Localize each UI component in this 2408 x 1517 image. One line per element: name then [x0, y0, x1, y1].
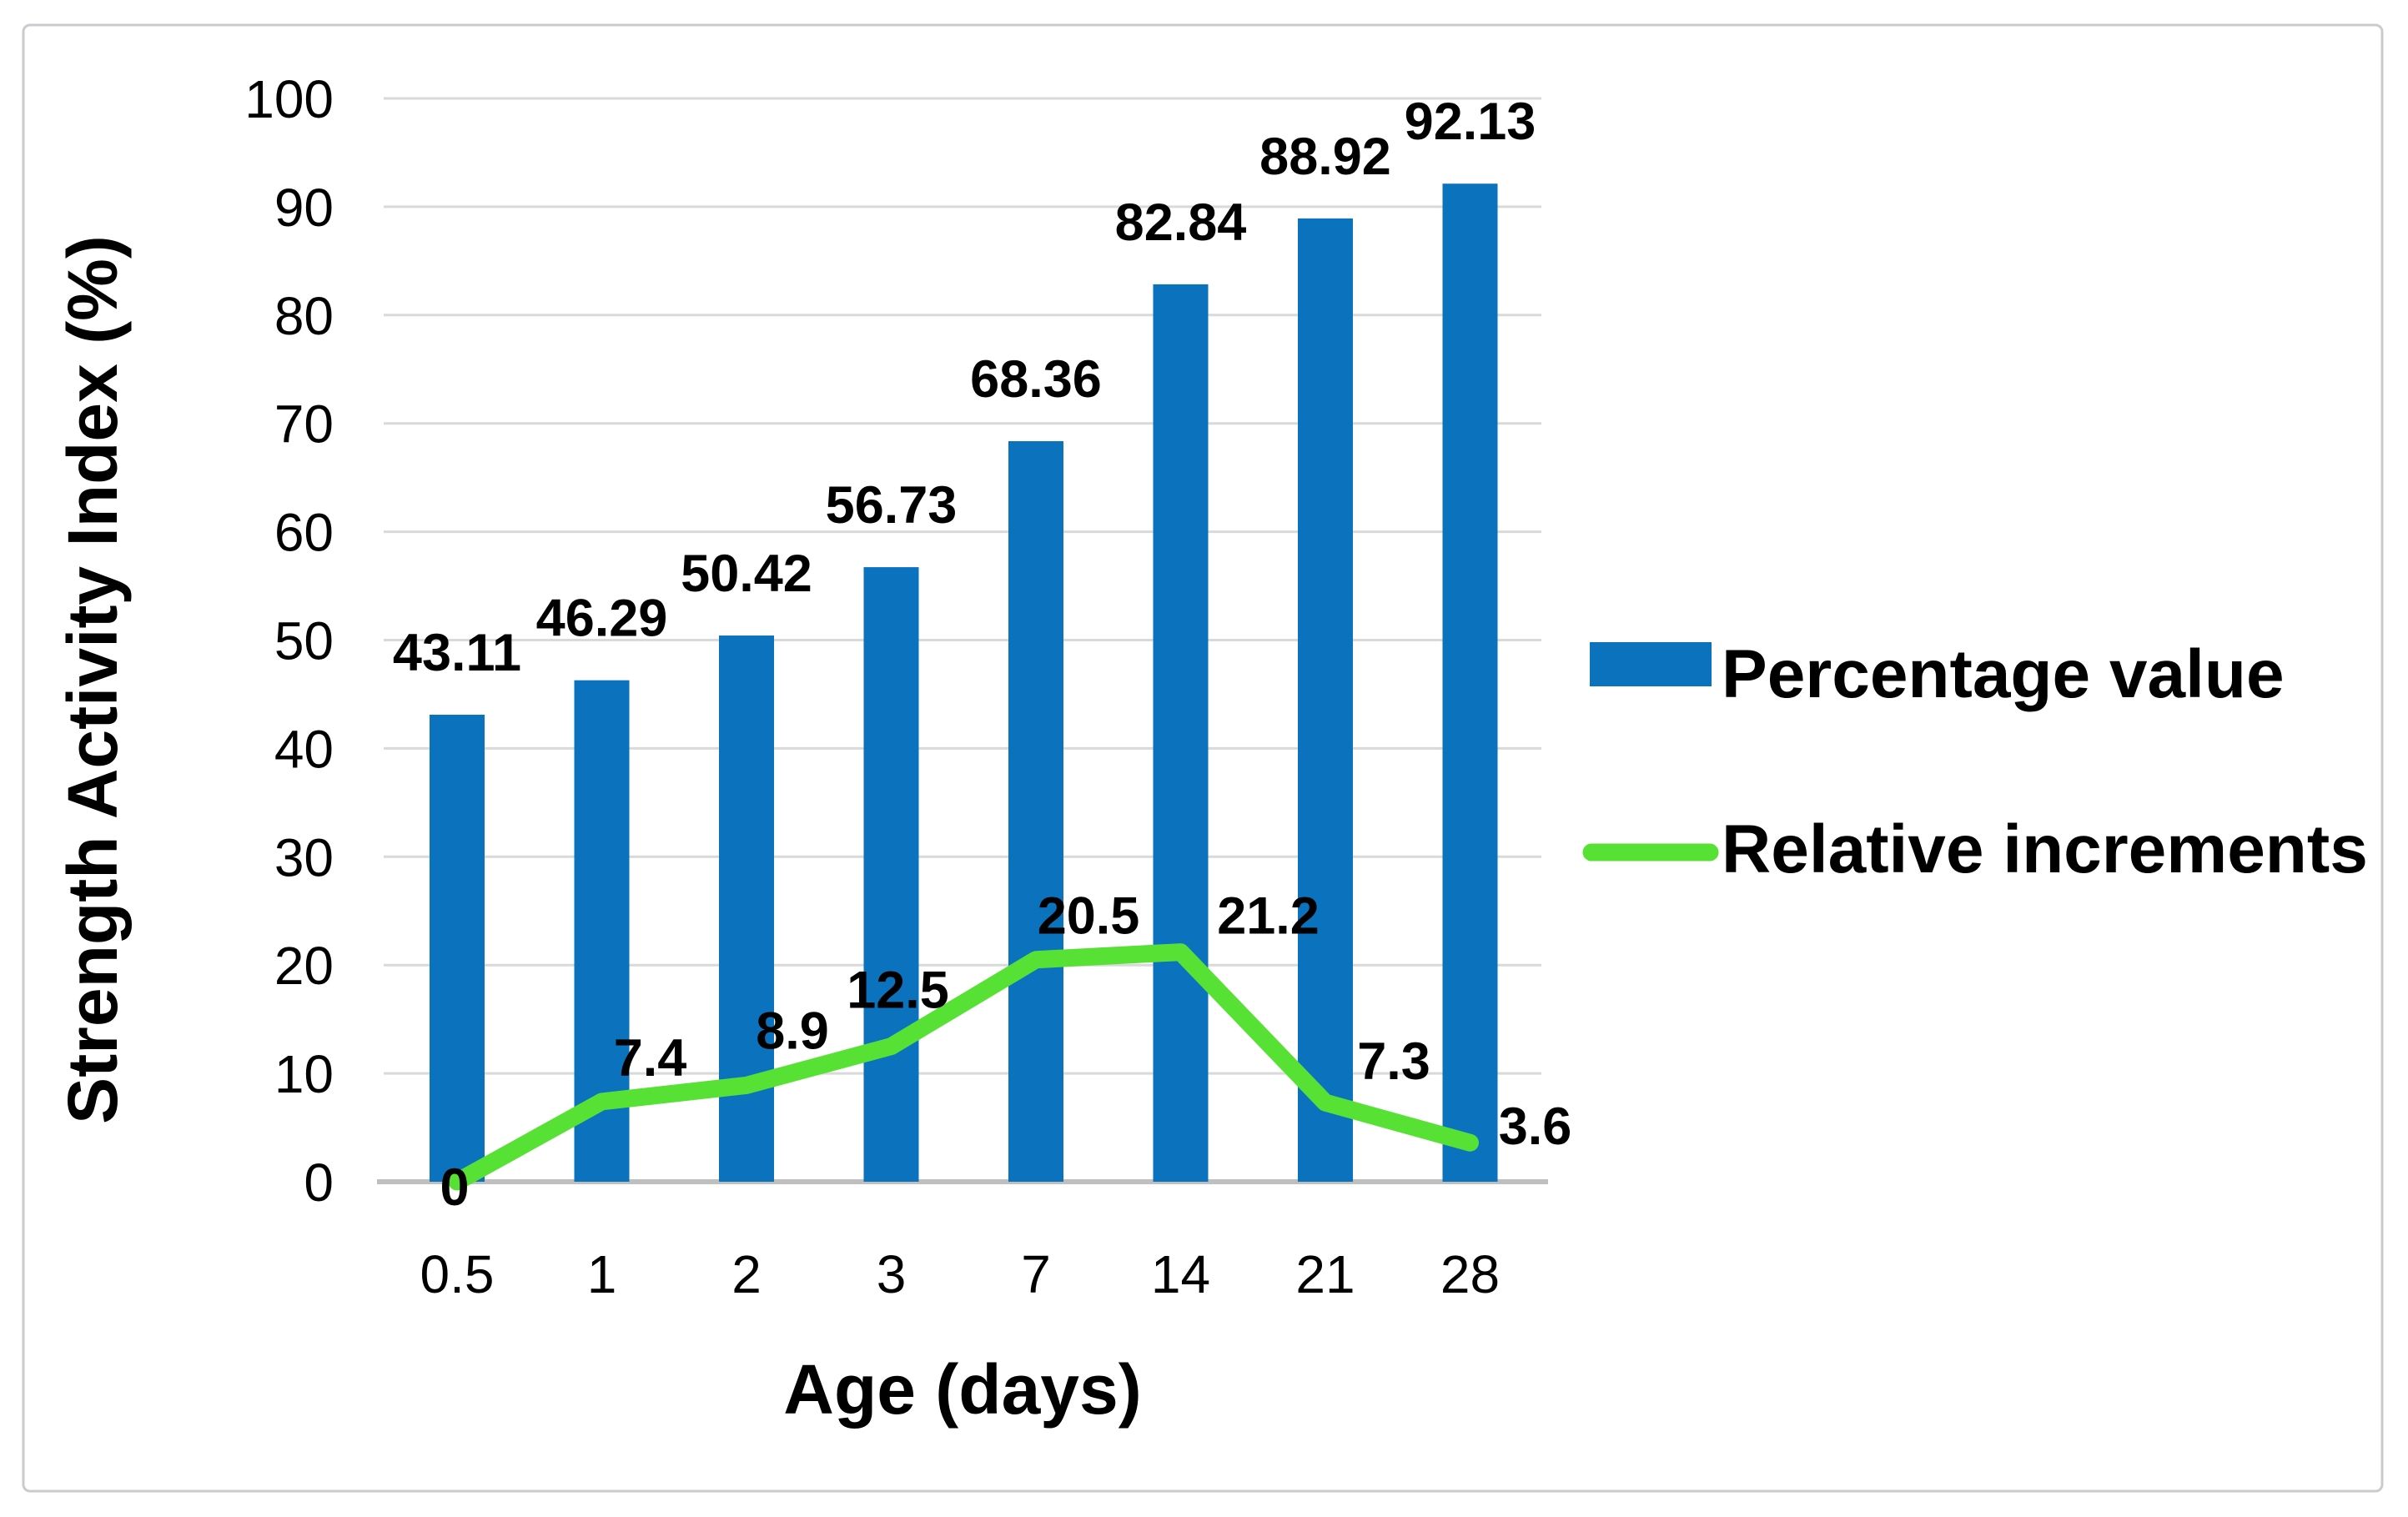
- x-tick-label: 7: [1021, 1244, 1051, 1304]
- bar: [863, 567, 919, 1182]
- x-tick-label: 3: [877, 1244, 907, 1304]
- bar-value-label: 43.11: [393, 624, 521, 682]
- x-tick-label: 14: [1151, 1244, 1210, 1304]
- bar: [1153, 284, 1209, 1182]
- x-tick-label: 0.5: [420, 1244, 495, 1304]
- y-tick-label: 40: [274, 719, 334, 779]
- line-value-label: 7.3: [1357, 1032, 1430, 1091]
- y-axis-tick-labels: 0 10 20 30 40 50 60 70 80 90 100: [244, 69, 334, 1213]
- legend-label-line: Relative increments: [1722, 811, 2368, 887]
- line-series: [448, 943, 1479, 1191]
- y-tick-label: 60: [274, 503, 334, 563]
- bar: [719, 635, 774, 1182]
- legend: Percentage value Relative increments: [1582, 636, 2368, 887]
- x-axis-title: Age (days): [783, 1350, 1141, 1429]
- line-path: [448, 943, 1479, 1191]
- line-value-label: 0: [440, 1158, 469, 1217]
- bar: [1298, 218, 1353, 1182]
- y-tick-label: 10: [274, 1044, 334, 1104]
- x-tick-label: 2: [731, 1244, 762, 1304]
- x-axis-tick-labels: 0.5 1 2 3 7 14 21 28: [420, 1244, 1501, 1304]
- line-value-label: 20.5: [1038, 887, 1140, 946]
- y-tick-label: 70: [274, 394, 334, 455]
- bar: [430, 715, 485, 1182]
- bar-swatch-icon: [1590, 642, 1712, 686]
- bar: [1442, 183, 1498, 1182]
- y-tick-label: 80: [274, 286, 334, 346]
- bar-value-label: 92.13: [1405, 93, 1536, 151]
- y-axis-title: Strength Activity Index (%): [53, 235, 132, 1124]
- bar-value-label: 68.36: [970, 350, 1102, 409]
- line-value-label: 21.2: [1217, 887, 1320, 946]
- line-value-label: 3.6: [1499, 1098, 1572, 1156]
- y-tick-label: 50: [274, 611, 334, 671]
- legend-label-bar: Percentage value: [1722, 636, 2285, 712]
- bar-value-label: 46.29: [536, 590, 668, 648]
- line-value-label: 8.9: [756, 1002, 829, 1060]
- bar: [1008, 441, 1063, 1182]
- y-tick-label: 0: [304, 1153, 334, 1213]
- y-tick-label: 90: [274, 178, 334, 238]
- y-tick-label: 30: [274, 827, 334, 887]
- line-value-labels: 0 7.4 8.9 12.5 20.5 21.2 7.3 3.6: [440, 887, 1571, 1217]
- line-value-label: 7.4: [614, 1029, 687, 1088]
- bar-value-label: 56.73: [826, 476, 958, 535]
- line-value-label: 12.5: [847, 962, 949, 1020]
- x-tick-label: 1: [587, 1244, 617, 1304]
- bar-value-label: 82.84: [1115, 193, 1247, 252]
- legend-item-line: Relative increments: [1582, 811, 2368, 887]
- y-tick-label: 20: [274, 936, 334, 996]
- bar-value-label: 50.42: [681, 545, 812, 603]
- y-tick-label: 100: [244, 69, 334, 129]
- x-tick-label: 28: [1440, 1244, 1500, 1304]
- legend-item-bar: Percentage value: [1590, 636, 2285, 712]
- bar-value-label: 88.92: [1259, 128, 1391, 186]
- x-tick-label: 21: [1295, 1244, 1355, 1304]
